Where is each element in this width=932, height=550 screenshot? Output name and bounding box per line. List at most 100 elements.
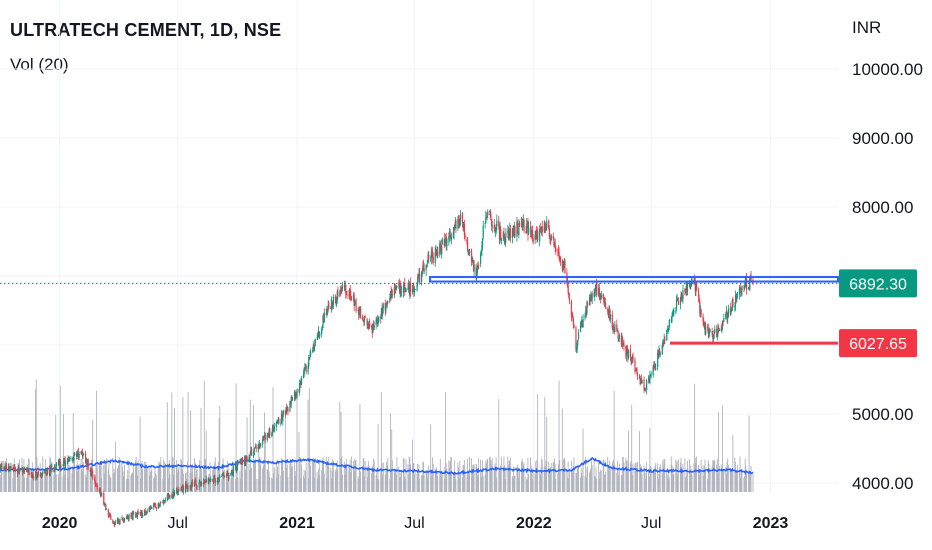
candle-body — [199, 482, 201, 484]
candle-body — [54, 467, 56, 469]
volume-bar — [385, 470, 387, 492]
candle-body — [413, 285, 415, 292]
candle-body — [584, 315, 586, 319]
volume-bar — [594, 475, 596, 492]
volume-bar — [532, 472, 534, 492]
candle-body — [445, 236, 447, 248]
candle-body — [421, 271, 423, 272]
candle-body — [39, 474, 41, 477]
volume-bar — [634, 464, 636, 492]
volume-bar — [108, 462, 110, 492]
volume-bar — [160, 457, 162, 492]
volume-bar — [580, 477, 581, 492]
volume-bar — [657, 463, 659, 492]
candle-body — [557, 249, 560, 252]
candle-body — [298, 389, 300, 392]
volume-bar — [373, 458, 374, 492]
candle-body — [631, 361, 633, 364]
volume-bar — [496, 477, 498, 492]
volume-bar — [199, 460, 201, 492]
volume-bar — [276, 478, 278, 492]
candle-body — [463, 225, 465, 228]
candle-body — [550, 235, 552, 241]
volume-bar — [313, 460, 315, 492]
volume-bar — [539, 475, 541, 492]
candle-body — [237, 462, 239, 464]
candle-body — [581, 321, 584, 328]
currency-label: INR — [852, 18, 881, 37]
time-axis[interactable]: 2020 Jul 2021 Jul 2022 Jul 2023 — [42, 515, 789, 532]
candle-body — [369, 323, 371, 327]
volume-bar — [500, 456, 502, 492]
volume-bar — [659, 464, 661, 492]
volume-bar — [231, 466, 233, 492]
candle-body — [136, 511, 139, 518]
volume-bar — [1, 466, 3, 492]
candle-body — [130, 514, 132, 517]
volume-bar — [336, 460, 338, 492]
candle-body — [736, 293, 739, 295]
candle-body — [635, 368, 637, 370]
candle-body — [199, 481, 202, 484]
volume-bar — [722, 469, 724, 492]
candle-body — [419, 273, 421, 283]
volume-bar — [319, 460, 321, 492]
candle-body — [145, 512, 148, 514]
volume-bar — [700, 459, 702, 492]
candle-body — [321, 328, 323, 335]
volume-bar — [67, 477, 69, 492]
candle-body — [140, 512, 142, 517]
volume-bar — [504, 465, 506, 492]
candle-body — [398, 282, 400, 287]
volume-bar — [303, 469, 305, 492]
volume-bar — [389, 413, 391, 492]
candle-body — [177, 492, 179, 494]
candle-body — [482, 225, 484, 238]
candle-body — [745, 278, 747, 282]
candle-body — [704, 322, 706, 335]
candle-body — [494, 230, 497, 232]
candle-body — [563, 262, 565, 267]
candle-body — [123, 520, 125, 522]
volume-bar — [0, 471, 2, 492]
candle-body — [26, 469, 28, 472]
candle-body — [101, 493, 103, 495]
candle-body — [618, 335, 621, 338]
volume-bar — [205, 459, 207, 492]
drawing-overlays[interactable] — [0, 276, 839, 345]
candle-body — [239, 461, 241, 463]
volume-bar — [539, 470, 541, 492]
candle-body — [117, 519, 119, 521]
candle-body — [382, 308, 384, 315]
candle-body — [326, 309, 328, 316]
candle-body — [58, 462, 60, 465]
candle-body — [662, 341, 665, 345]
volume-bar — [694, 383, 696, 492]
candle-body — [544, 224, 546, 233]
candle-body — [745, 278, 748, 290]
volume-bar — [526, 479, 528, 492]
candle-body — [82, 455, 84, 456]
candle-body — [666, 330, 669, 332]
volume-bar — [723, 470, 725, 492]
volume-bar — [729, 469, 731, 492]
candle-body — [96, 483, 98, 485]
volume-bar — [86, 464, 88, 492]
volume-bar — [499, 467, 501, 492]
volume-bar — [323, 473, 325, 492]
candle-body — [112, 522, 115, 524]
candle-body — [227, 474, 229, 479]
candle-body — [427, 254, 429, 262]
volume-bar — [371, 467, 373, 492]
candle-body — [182, 485, 184, 487]
candle-body — [9, 466, 11, 468]
candle-body — [390, 290, 392, 297]
volume-bar — [273, 473, 275, 492]
volume-bar — [76, 469, 77, 492]
resistance-zone[interactable] — [429, 276, 839, 283]
volume-bar — [10, 466, 12, 492]
volume-bar — [163, 466, 165, 492]
volume-bar — [572, 466, 574, 492]
